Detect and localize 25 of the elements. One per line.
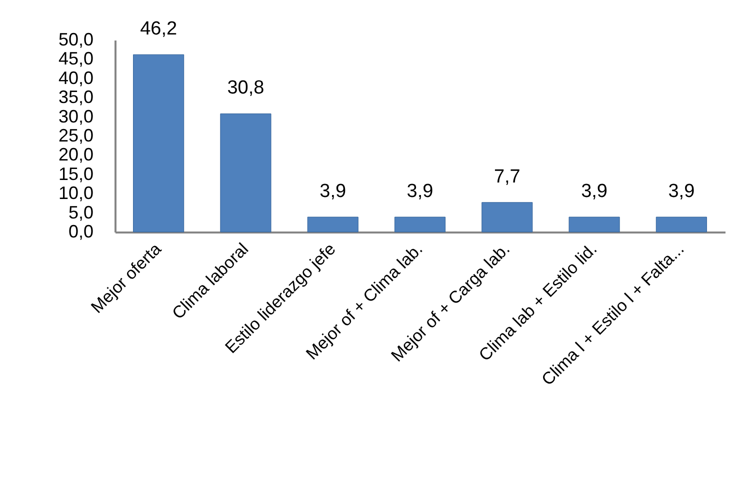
bar bbox=[656, 216, 707, 232]
y-tick-label: 5,0 bbox=[68, 202, 94, 222]
bar bbox=[568, 216, 620, 232]
bar bbox=[220, 113, 272, 232]
y-tick-label: 35,0 bbox=[58, 87, 94, 108]
data-label: 30,8 bbox=[227, 78, 264, 99]
y-tick-label: 30,0 bbox=[58, 106, 94, 126]
data-label: 46,2 bbox=[140, 18, 178, 40]
y-tick-label: 15,0 bbox=[58, 164, 94, 184]
y-tick-label: 45,0 bbox=[58, 48, 94, 69]
data-label: 3,9 bbox=[668, 181, 695, 202]
bar bbox=[307, 216, 358, 232]
y-tick-label: 10,0 bbox=[58, 183, 94, 204]
y-tick-label: 50,0 bbox=[58, 30, 94, 50]
data-label: 3,9 bbox=[406, 181, 434, 202]
bar bbox=[133, 54, 184, 232]
data-label: 3,9 bbox=[320, 181, 346, 202]
data-label: 7,7 bbox=[494, 166, 520, 188]
data-label: 3,9 bbox=[581, 181, 608, 202]
y-tick-label: 40,0 bbox=[58, 68, 94, 88]
y-tick-label: 20,0 bbox=[58, 144, 94, 165]
y-tick-label: 25,0 bbox=[58, 126, 94, 146]
y-tick-label: 0,0 bbox=[68, 222, 94, 242]
bar bbox=[394, 216, 446, 232]
bar bbox=[482, 202, 533, 232]
